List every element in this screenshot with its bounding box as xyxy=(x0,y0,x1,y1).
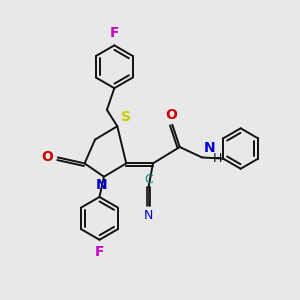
Text: N: N xyxy=(144,208,153,222)
Text: F: F xyxy=(95,245,104,259)
Text: N: N xyxy=(96,178,107,192)
Text: O: O xyxy=(165,108,177,122)
Text: C: C xyxy=(144,173,153,186)
Text: S: S xyxy=(121,110,131,124)
Text: O: O xyxy=(41,150,53,164)
Text: N: N xyxy=(203,141,215,155)
Text: F: F xyxy=(110,26,119,40)
Text: H: H xyxy=(212,152,222,165)
